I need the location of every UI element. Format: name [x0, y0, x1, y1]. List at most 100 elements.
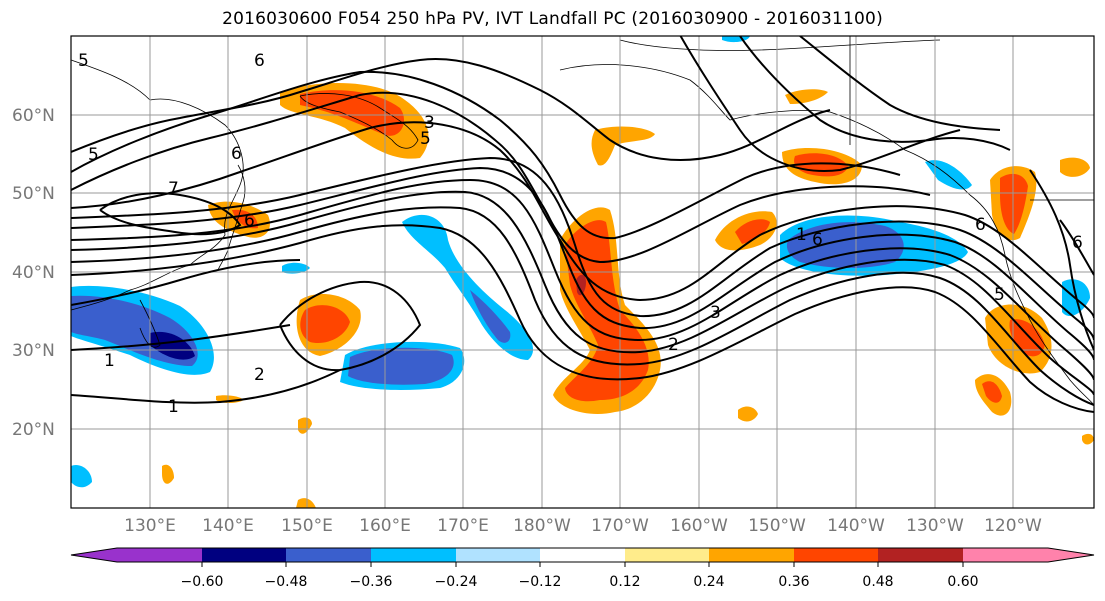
positive-anomaly-trough-center	[576, 274, 586, 296]
positive-anomaly-midlatitude-core	[735, 219, 770, 244]
longitude-label: 130°W	[906, 516, 964, 536]
contour-line	[71, 369, 341, 404]
latitude-label: 50°N	[12, 184, 55, 204]
colorbar-label: 0.36	[778, 574, 809, 590]
latitude-label: 30°N	[12, 341, 55, 361]
pv-shading	[71, 36, 1094, 508]
colorbar-segment	[963, 548, 1094, 562]
positive-anomaly-south-4	[296, 498, 316, 508]
colorbar-segment	[709, 548, 794, 562]
colorbar-segment	[878, 548, 963, 562]
contour-label: 5	[994, 285, 1005, 305]
latitude-label: 40°N	[12, 263, 55, 283]
colorbar-segment	[625, 548, 709, 562]
latitude-label: 20°N	[12, 420, 55, 440]
contour-label: 5	[420, 129, 431, 149]
positive-anomaly-south-1	[298, 417, 312, 434]
contour-label: 6	[244, 211, 255, 231]
colorbar-label: 0.60	[947, 574, 978, 590]
contour-label: 6	[254, 51, 265, 71]
positive-anomaly-rockies-core	[1000, 173, 1028, 234]
contour-line	[71, 224, 1094, 413]
negative-anomaly-arch-core	[470, 290, 511, 343]
colorbar-label: 0.24	[693, 574, 724, 590]
colorbar-labels: −0.60 −0.48 −0.36 −0.24 −0.12 0.12 0.24 …	[181, 574, 979, 590]
contour-line	[739, 36, 1011, 151]
contour-label: 6	[1072, 233, 1083, 253]
colorbar: −0.60 −0.48 −0.36 −0.24 −0.12 0.12 0.24 …	[70, 547, 1095, 590]
colorbar-outline	[70, 547, 1095, 563]
colorbar-segment	[286, 548, 371, 562]
positive-anomaly-baja-core	[982, 381, 1002, 403]
contour-line	[71, 324, 291, 351]
gridlines	[71, 36, 1094, 508]
longitude-label: 170°E	[437, 516, 489, 536]
negative-anomaly-central-pacific-core	[348, 347, 454, 385]
contour-label: 1	[796, 225, 807, 245]
negative-anomaly-south	[71, 464, 92, 488]
contour-line	[71, 166, 1094, 361]
longitude-label: 170°W	[591, 516, 649, 536]
positive-anomaly-hawaii	[738, 406, 758, 422]
contour-line	[279, 280, 422, 372]
longitude-label: 140°W	[827, 516, 885, 536]
alaska-coastline	[559, 64, 971, 196]
longitude-labels: 130°E 140°E 150°E 160°E 170°E 180°W 170°…	[124, 516, 1042, 536]
longitude-label: 140°E	[202, 516, 254, 536]
colorbar-label: 0.48	[862, 574, 893, 590]
contour-line	[71, 178, 1094, 381]
contour-label: 6	[231, 144, 242, 164]
contour-label: 5	[88, 145, 99, 165]
negative-anomaly-small	[282, 262, 310, 274]
latitude-labels: 60°N 50°N 40°N 30°N 20°N	[12, 106, 55, 440]
contour-line	[71, 58, 831, 161]
colorbar-segment	[540, 548, 625, 562]
colorbar-segment	[371, 548, 456, 562]
contour-line	[71, 121, 1094, 319]
contour-label: 6	[975, 215, 986, 235]
positive-anomaly-trough-core	[565, 220, 649, 402]
positive-anomaly-kamchatka-core	[300, 90, 405, 136]
philippines-coastline	[139, 299, 161, 348]
colorbar-label: −0.24	[435, 574, 478, 590]
positive-anomaly-north-pacific	[591, 126, 655, 166]
contour-labels: 5 6 3 5 5 6 7 6 1 2 1 3 2 1 6 5 6 6	[78, 51, 1083, 417]
longitude-label: 120°W	[984, 516, 1042, 536]
contour-line	[71, 259, 301, 306]
positive-anomaly-south-2	[162, 464, 174, 484]
positive-anomaly-alaska	[785, 89, 828, 104]
contour-label: 5	[78, 51, 89, 71]
colorbar-segment	[794, 548, 878, 562]
longitude-label: 130°E	[124, 516, 176, 536]
map-frame	[70, 35, 1095, 509]
contour-line	[1059, 219, 1094, 276]
contour-line	[71, 190, 1094, 396]
longitude-label: 150°E	[281, 516, 333, 536]
positive-anomaly-south-5	[1082, 433, 1094, 445]
canada-border	[849, 36, 1094, 201]
latitude-label: 60°N	[12, 106, 55, 126]
contour-label: 7	[168, 179, 179, 199]
contour-line	[71, 156, 1094, 341]
ivt-contours	[71, 36, 1094, 413]
longitude-label: 180°W	[513, 516, 571, 536]
contour-line	[71, 91, 931, 264]
contour-label: 3	[710, 303, 721, 323]
contour-label: 1	[168, 397, 179, 417]
colorbar-label: −0.12	[519, 574, 562, 590]
positive-anomaly-plains	[1060, 157, 1090, 177]
colorbar-label: −0.36	[350, 574, 393, 590]
figure-title: 2016030600 F054 250 hPa PV, IVT Landfall…	[222, 9, 883, 29]
colorbar-segment	[456, 548, 540, 562]
positive-anomaly-central-pacific-core	[300, 305, 350, 344]
contour-label: 3	[424, 113, 435, 133]
contour-label: 1	[104, 351, 115, 371]
contour-label: 6	[812, 230, 823, 250]
colorbar-label: −0.48	[265, 574, 308, 590]
longitude-label: 160°W	[670, 516, 728, 536]
longitude-label: 150°W	[748, 516, 806, 536]
contour-label: 2	[254, 365, 265, 385]
negative-anomaly-west-pacific-center	[150, 331, 195, 360]
kamchatka-coastline	[299, 93, 419, 149]
